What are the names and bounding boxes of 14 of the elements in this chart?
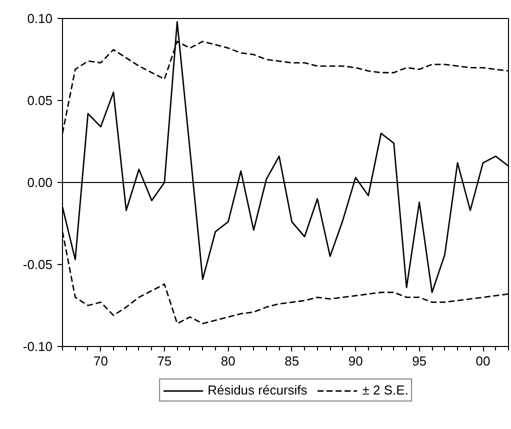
y-tick-label: 0.05 <box>27 93 53 108</box>
y-tick-label: -0.10 <box>22 339 53 354</box>
legend-label: ± 2 S.E. <box>362 382 408 398</box>
y-tick-label: 0.00 <box>27 175 53 190</box>
x-tick-label: 70 <box>94 354 108 368</box>
x-tick-label: 95 <box>412 354 427 368</box>
x-tick-label: 90 <box>348 354 363 368</box>
x-tick-label: 75 <box>157 354 172 368</box>
y-tick-label: 0.10 <box>27 11 53 26</box>
x-tick-label: 00 <box>476 354 490 368</box>
legend-label: Résidus récursifs <box>208 382 308 398</box>
y-tick-label: -0.05 <box>22 257 53 272</box>
x-tick-label: 80 <box>220 354 236 368</box>
x-tick-label: 85 <box>284 354 300 368</box>
